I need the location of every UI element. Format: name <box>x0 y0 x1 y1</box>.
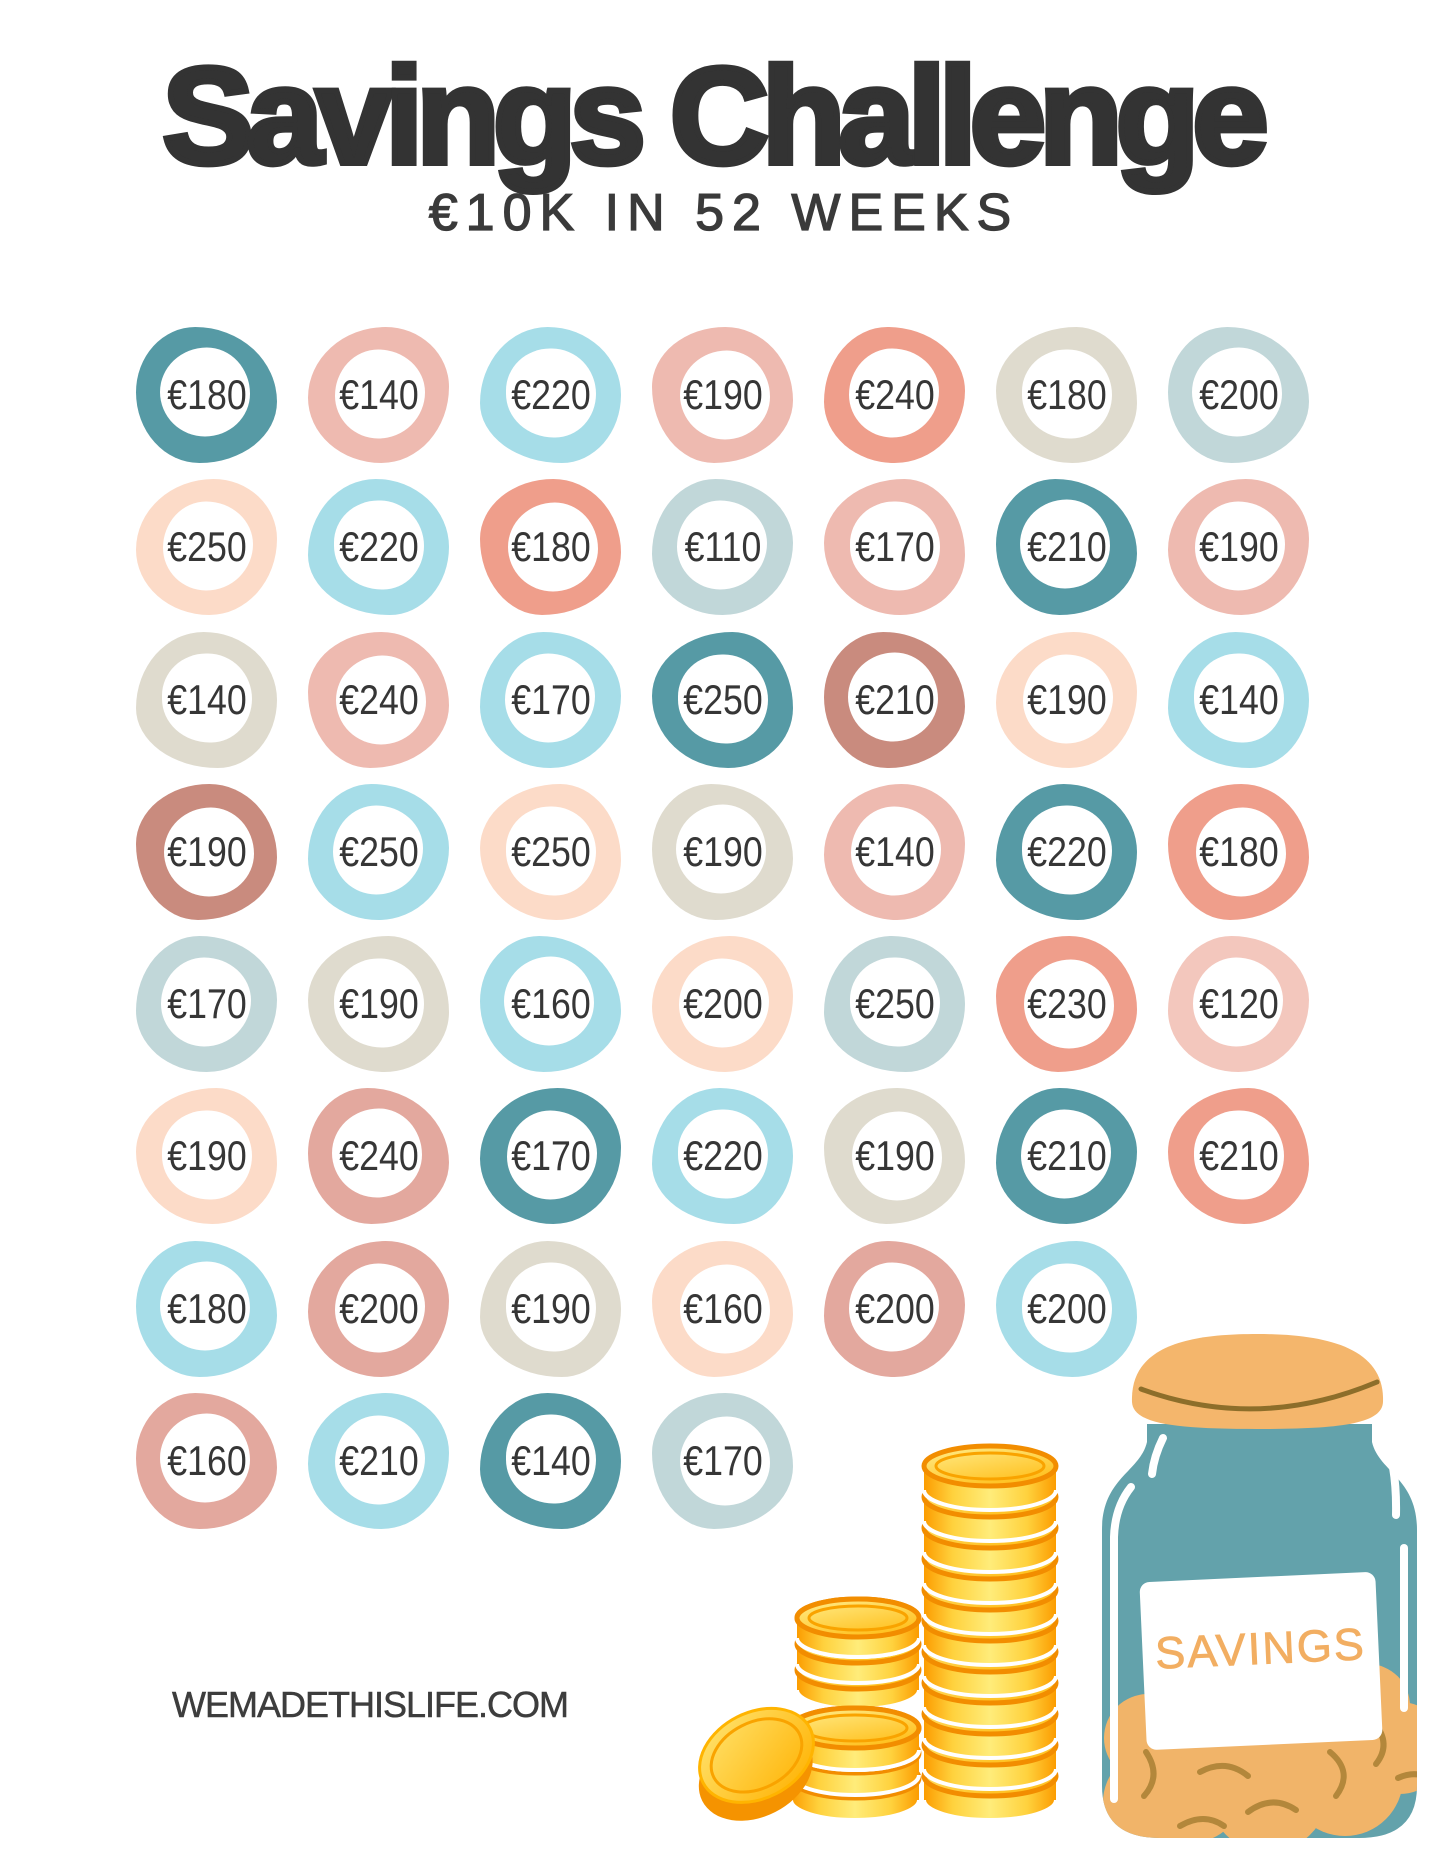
svg-text:SAVINGS: SAVINGS <box>1154 1618 1367 1679</box>
